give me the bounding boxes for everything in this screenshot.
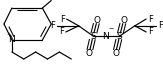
Text: O: O (120, 16, 127, 25)
Text: S: S (117, 32, 122, 41)
Text: +: + (6, 32, 11, 37)
Text: F: F (59, 27, 64, 36)
Text: F: F (148, 15, 153, 24)
Text: F: F (148, 27, 153, 36)
Text: N: N (103, 32, 109, 41)
Text: F: F (60, 15, 65, 24)
Text: O: O (112, 49, 119, 58)
Text: N: N (8, 35, 15, 44)
Text: O: O (94, 16, 101, 25)
Text: −: − (108, 25, 113, 30)
Text: F: F (50, 21, 55, 30)
Text: S: S (90, 32, 96, 41)
Text: O: O (86, 49, 93, 58)
Text: F: F (158, 21, 163, 30)
